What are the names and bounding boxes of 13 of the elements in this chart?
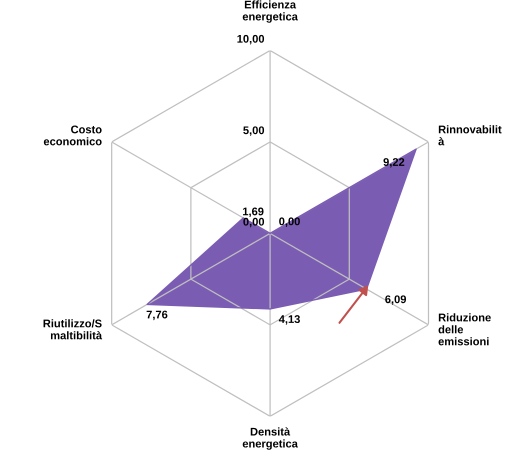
data-label: 1,69 bbox=[243, 208, 264, 217]
y-tick-label: 0,00 bbox=[243, 218, 264, 228]
spoke-label: Efficienza energetica bbox=[242, 0, 298, 23]
y-tick-label: 5,00 bbox=[243, 126, 264, 136]
spoke-label: Riutilizzo/S maltibilità bbox=[44, 319, 102, 340]
data-label: 4,13 bbox=[278, 315, 300, 325]
y-tick-label: 10,00 bbox=[237, 34, 264, 44]
spoke-label: Densità energetica bbox=[242, 427, 298, 450]
spoke-label: Riduzione delle emissioni bbox=[438, 313, 491, 346]
spoke-label: Costo economico bbox=[44, 126, 102, 146]
data-label: 6,09 bbox=[385, 295, 406, 305]
data-label: 7,76 bbox=[146, 310, 168, 320]
spoke-label: Rinnovabilit à bbox=[438, 125, 502, 146]
